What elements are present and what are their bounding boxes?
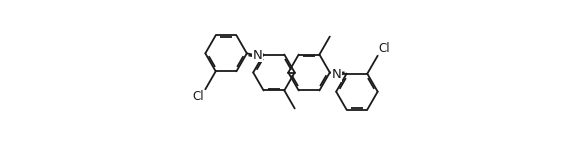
Text: Cl: Cl [192, 90, 204, 103]
Text: N: N [332, 68, 342, 81]
Text: N: N [252, 49, 262, 62]
Text: Cl: Cl [378, 42, 390, 55]
